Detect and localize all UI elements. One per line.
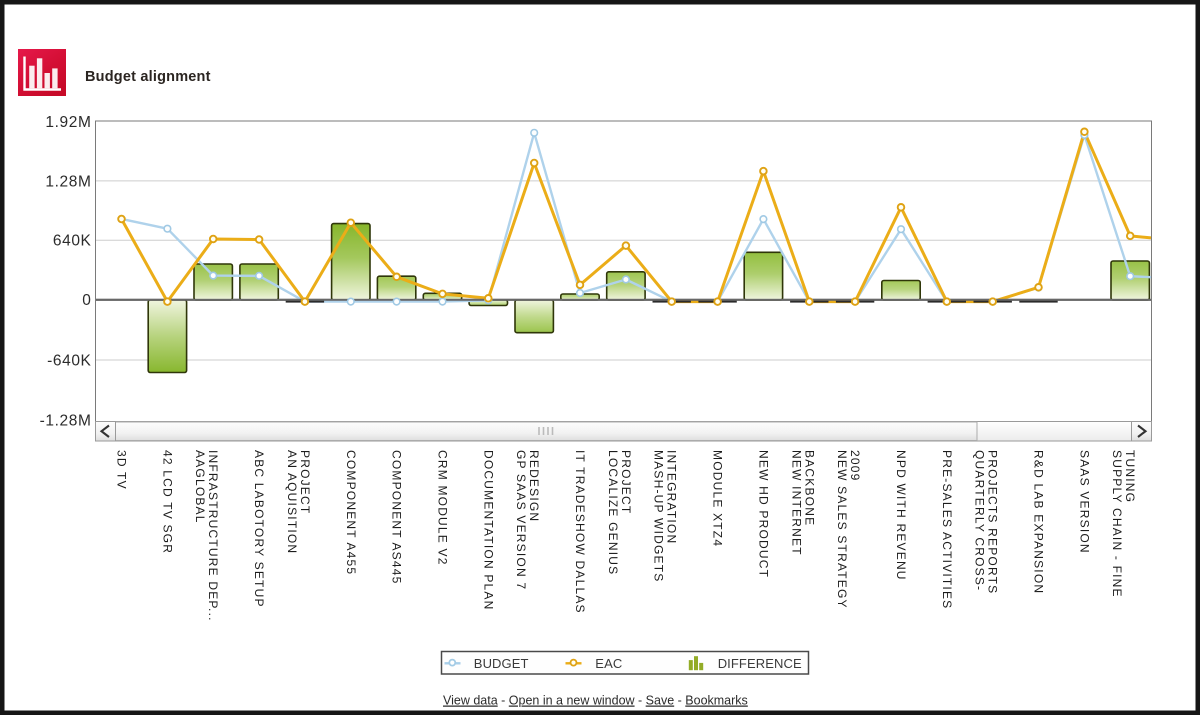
- svg-text:TUNING: TUNING: [1123, 450, 1137, 503]
- svg-text:BACKBONE: BACKBONE: [802, 450, 816, 526]
- svg-text:DIFFERENCE: DIFFERENCE: [718, 656, 802, 671]
- svg-text:ABC LABOTORY SETUP: ABC LABOTORY SETUP: [252, 450, 266, 608]
- svg-text:3D TV: 3D TV: [115, 450, 129, 490]
- svg-text:NPD WITH REVENU: NPD WITH REVENU: [894, 450, 908, 581]
- svg-text:MODULE XTZ4: MODULE XTZ4: [711, 450, 725, 547]
- svg-text:CRM MODULE V2: CRM MODULE V2: [436, 450, 450, 566]
- svg-text:View data - Open in a new wind: View data - Open in a new window - Save …: [443, 694, 748, 708]
- svg-text:QUARTERLY CROSS-: QUARTERLY CROSS-: [973, 450, 987, 591]
- svg-text:EAC: EAC: [595, 656, 622, 671]
- svg-text:0: 0: [82, 292, 91, 309]
- svg-text:MASH-UP WIDGETS: MASH-UP WIDGETS: [652, 450, 666, 582]
- svg-text:1.92M: 1.92M: [45, 114, 91, 131]
- svg-text:LOCALIZE GENIUS: LOCALIZE GENIUS: [606, 450, 620, 575]
- svg-text:REDESIGN: REDESIGN: [527, 450, 541, 522]
- svg-text:IT TRADESHOW DALLAS: IT TRADESHOW DALLAS: [573, 450, 587, 614]
- svg-text:-640K: -640K: [47, 352, 91, 369]
- svg-text:SUPPLY CHAIN - FINE: SUPPLY CHAIN - FINE: [1110, 450, 1124, 598]
- svg-text:COMPONENT A455: COMPONENT A455: [344, 450, 358, 575]
- svg-text:2009: 2009: [848, 450, 862, 482]
- svg-text:AN AQUISITION: AN AQUISITION: [285, 450, 299, 554]
- svg-text:INTEGRATION: INTEGRATION: [665, 450, 679, 544]
- svg-text:Budget alignment: Budget alignment: [85, 69, 211, 85]
- svg-text:COMPONENT AS445: COMPONENT AS445: [390, 450, 404, 584]
- svg-text:PROJECT: PROJECT: [619, 450, 633, 514]
- svg-text:SAAS VERSION: SAAS VERSION: [1077, 450, 1091, 554]
- svg-text:DOCUMENTATION PLAN: DOCUMENTATION PLAN: [481, 450, 495, 611]
- svg-text:NEW SALES STRATEGY: NEW SALES STRATEGY: [835, 450, 849, 609]
- svg-text:1.28M: 1.28M: [45, 173, 91, 190]
- svg-text:-1.28M: -1.28M: [40, 413, 92, 430]
- svg-text:INFRASTRUCTURE DEP...: INFRASTRUCTURE DEP...: [206, 450, 220, 622]
- svg-text:NEW INTERNET: NEW INTERNET: [789, 450, 803, 556]
- svg-text:42 LCD TV SGR: 42 LCD TV SGR: [160, 450, 174, 554]
- svg-text:PROJECT: PROJECT: [298, 450, 312, 514]
- svg-text:PROJECTS REPORTS: PROJECTS REPORTS: [986, 450, 1000, 594]
- svg-text:PRE-SALES ACTIVITIES: PRE-SALES ACTIVITIES: [940, 450, 954, 609]
- svg-text:NEW HD PRODUCT: NEW HD PRODUCT: [756, 450, 770, 578]
- svg-text:GP SAAS VERSION 7: GP SAAS VERSION 7: [514, 450, 528, 590]
- svg-text:R&D LAB EXPANSION: R&D LAB EXPANSION: [1032, 450, 1046, 594]
- svg-text:AAGLOBAL: AAGLOBAL: [193, 450, 207, 524]
- svg-text:640K: 640K: [53, 233, 92, 250]
- svg-text:BUDGET: BUDGET: [474, 656, 529, 671]
